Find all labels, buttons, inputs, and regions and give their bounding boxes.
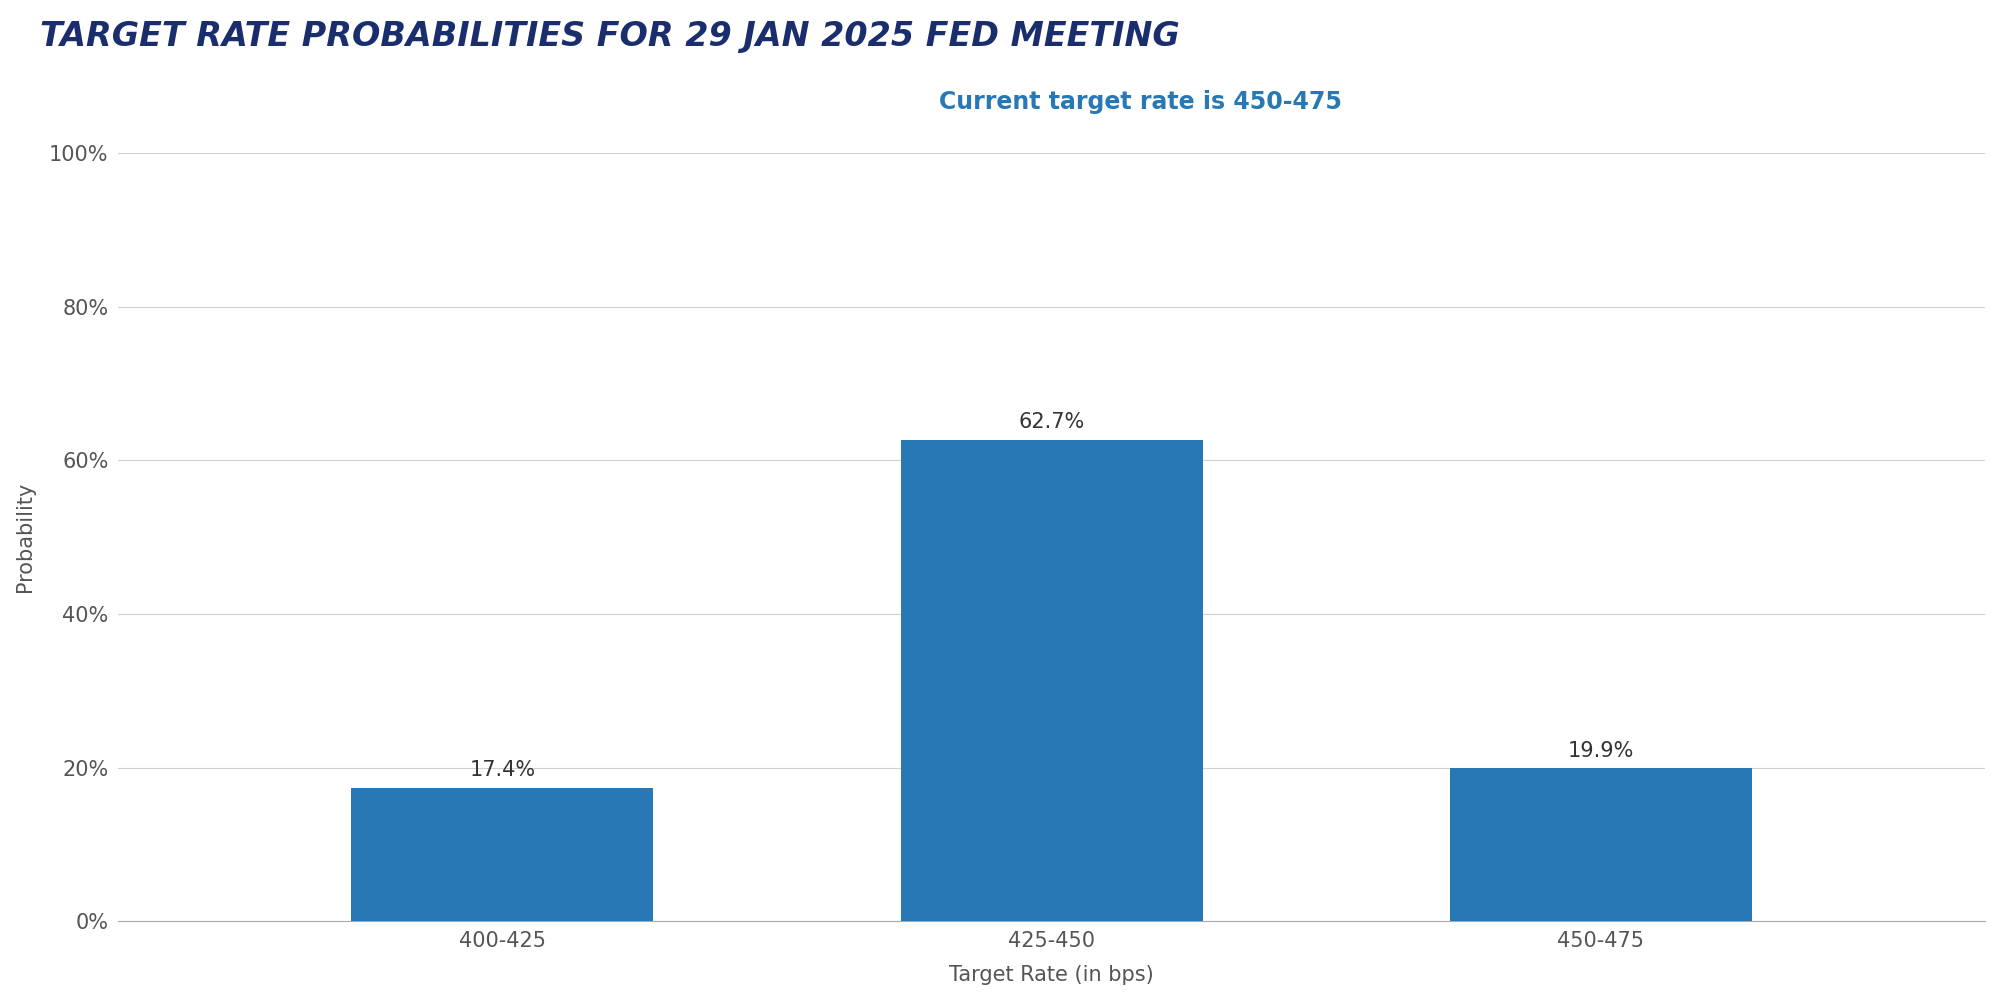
Bar <box>352 788 654 921</box>
X-axis label: Target Rate (in bps): Target Rate (in bps) <box>950 965 1154 985</box>
Y-axis label: Probability: Probability <box>14 482 34 592</box>
Text: Current target rate is 450-475: Current target rate is 450-475 <box>938 90 1342 114</box>
Text: 17.4%: 17.4% <box>470 760 536 780</box>
Text: TARGET RATE PROBABILITIES FOR 29 JAN 2025 FED MEETING: TARGET RATE PROBABILITIES FOR 29 JAN 202… <box>40 20 1180 53</box>
Text: 62.7%: 62.7% <box>1018 412 1084 432</box>
Bar <box>900 440 1202 921</box>
Bar <box>1450 768 1752 921</box>
Text: 19.9%: 19.9% <box>1568 741 1634 761</box>
